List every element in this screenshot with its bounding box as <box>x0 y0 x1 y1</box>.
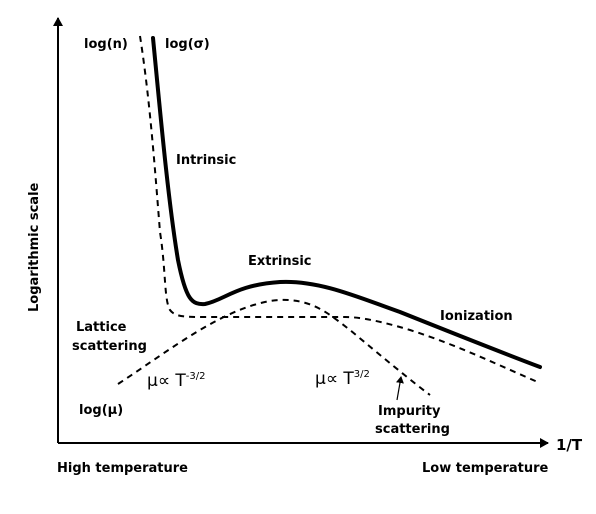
impurity-arrow <box>396 376 404 401</box>
log-mu-curve <box>117 298 431 396</box>
log-sigma-curve <box>151 36 542 369</box>
intrinsic-label: Intrinsic <box>176 153 236 168</box>
impurity-scattering-line2: scattering <box>375 422 450 437</box>
extrinsic-label: Extrinsic <box>248 254 312 269</box>
y-axis-label: Logarithmic scale <box>27 182 42 312</box>
lattice-scattering-line2: scattering <box>72 339 147 354</box>
log-mu-label: log(μ) <box>79 403 123 418</box>
x-axis-label: 1/T <box>556 436 583 454</box>
lattice-formula: μ∝ T-3/2 <box>147 371 205 391</box>
lattice-formula-base: μ∝ T <box>147 371 186 391</box>
log-n-curve <box>139 35 541 384</box>
impurity-formula: μ∝ T3/2 <box>315 369 370 389</box>
log-sigma-label: log(σ) <box>165 37 210 52</box>
impurity-formula-exponent: 3/2 <box>354 369 370 380</box>
impurity-formula-base: μ∝ T <box>315 369 354 389</box>
impurity-scattering-line1: Impurity <box>378 404 441 419</box>
ionization-label: Ionization <box>440 309 513 324</box>
log-n-label: log(n) <box>84 37 128 52</box>
low-temperature-label: Low temperature <box>422 461 549 476</box>
high-temperature-label: High temperature <box>57 461 188 476</box>
lattice-scattering-line1: Lattice <box>76 320 127 335</box>
lattice-formula-exponent: -3/2 <box>186 371 206 382</box>
